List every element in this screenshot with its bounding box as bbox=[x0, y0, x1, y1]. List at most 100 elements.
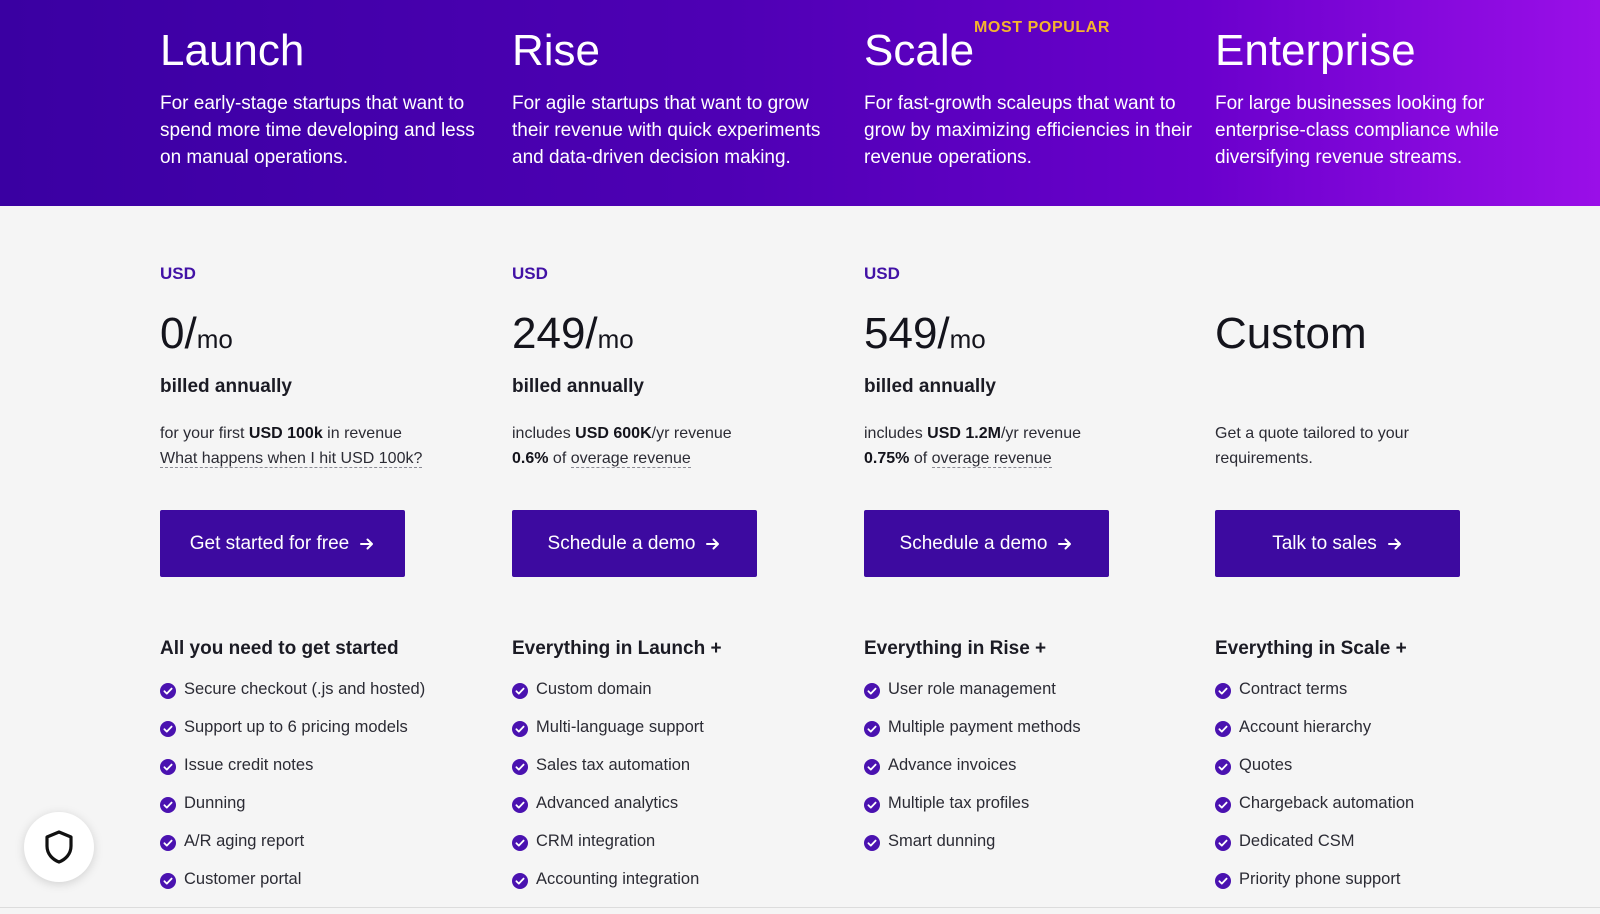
feature-list-scale: User role management Multiple payment me… bbox=[864, 680, 1081, 870]
feature-item: Advanced analytics bbox=[512, 794, 704, 832]
plan-title-scale: Scale bbox=[864, 26, 975, 75]
currency-label: USD bbox=[160, 264, 196, 283]
plan-price: 549/mo bbox=[864, 306, 986, 372]
feature-label: Priority phone support bbox=[1239, 870, 1401, 888]
plan-title-enterprise: Enterprise bbox=[1215, 26, 1416, 75]
price-amount: Custom bbox=[1215, 309, 1367, 358]
feature-label: Multi-language support bbox=[536, 718, 704, 736]
check-circle-icon bbox=[864, 721, 880, 737]
overage-rate: 0.75% bbox=[864, 450, 910, 467]
price-amount: 549/ bbox=[864, 309, 950, 358]
features-heading: All you need to get started bbox=[160, 638, 399, 659]
feature-list-enterprise: Contract terms Account hierarchy Quotes … bbox=[1215, 680, 1414, 908]
feature-item: Account hierarchy bbox=[1215, 718, 1414, 756]
plan-note: includes USD 600K/yr revenue 0.6% of ove… bbox=[512, 421, 842, 471]
plan-note: for your first USD 100k in revenue What … bbox=[160, 421, 490, 471]
check-circle-icon bbox=[864, 759, 880, 775]
price-amount: 0/ bbox=[160, 309, 197, 358]
plan-title-rise: Rise bbox=[512, 26, 601, 75]
price-amount: 249/ bbox=[512, 309, 598, 358]
button-label: Talk to sales bbox=[1272, 532, 1377, 554]
get-started-free-button[interactable]: Get started for free bbox=[160, 510, 405, 577]
feature-item: Quotes bbox=[1215, 756, 1414, 794]
talk-to-sales-button[interactable]: Talk to sales bbox=[1215, 510, 1460, 577]
arrow-right-icon bbox=[706, 538, 720, 549]
arrow-right-icon bbox=[1058, 538, 1072, 549]
plan-note: includes USD 1.2M/yr revenue 0.75% of ov… bbox=[864, 421, 1194, 471]
usd-100k-info-link[interactable]: What happens when I hit USD 100k? bbox=[160, 450, 423, 468]
feature-item: A/R aging report bbox=[160, 832, 425, 870]
check-circle-icon bbox=[864, 683, 880, 699]
check-circle-icon bbox=[160, 873, 176, 889]
feature-item: Issue credit notes bbox=[160, 756, 425, 794]
plan-title-launch: Launch bbox=[160, 26, 305, 75]
plan-note: Get a quote tailored to your requirement… bbox=[1215, 425, 1409, 467]
feature-item: Multiple payment methods bbox=[864, 718, 1081, 756]
check-circle-icon bbox=[1215, 759, 1231, 775]
check-circle-icon bbox=[1215, 721, 1231, 737]
feature-label: Quotes bbox=[1239, 756, 1293, 774]
feature-label: Custom domain bbox=[536, 680, 652, 698]
feature-item: User role management bbox=[864, 680, 1081, 718]
currency-label: USD bbox=[512, 264, 548, 283]
feature-label: Support up to 6 pricing models bbox=[184, 718, 408, 736]
note-text: /yr revenue bbox=[651, 425, 732, 442]
overage-revenue-link[interactable]: overage revenue bbox=[931, 450, 1052, 468]
shield-icon bbox=[45, 830, 73, 864]
schedule-demo-button-rise[interactable]: Schedule a demo bbox=[512, 510, 757, 577]
note-text: includes bbox=[864, 425, 928, 442]
plan-price: 249/mo bbox=[512, 306, 634, 372]
features-heading: Everything in Scale + bbox=[1215, 638, 1407, 659]
privacy-settings-button[interactable] bbox=[24, 812, 94, 882]
schedule-demo-button-scale[interactable]: Schedule a demo bbox=[864, 510, 1109, 577]
check-circle-icon bbox=[1215, 873, 1231, 889]
note-text: in revenue bbox=[322, 425, 402, 442]
arrow-right-icon bbox=[1387, 538, 1401, 549]
feature-label: Advanced analytics bbox=[536, 794, 679, 812]
check-circle-icon bbox=[864, 797, 880, 813]
check-circle-icon bbox=[512, 759, 528, 775]
check-circle-icon bbox=[160, 835, 176, 851]
feature-label: User role management bbox=[888, 680, 1056, 698]
feature-item: Multi-language support bbox=[512, 718, 704, 756]
plan-price: Custom bbox=[1215, 306, 1367, 372]
feature-label: Sales tax automation bbox=[536, 756, 691, 774]
note-highlight: USD 100k bbox=[248, 425, 323, 442]
features-heading: Everything in Rise + bbox=[864, 638, 1047, 659]
note-text: of bbox=[548, 450, 571, 467]
feature-label: Advance invoices bbox=[888, 756, 1017, 774]
feature-label: Account hierarchy bbox=[1239, 718, 1372, 736]
plans-header-band bbox=[0, 0, 1600, 206]
overage-revenue-link[interactable]: overage revenue bbox=[570, 450, 691, 468]
check-circle-icon bbox=[512, 835, 528, 851]
feature-label: Customer portal bbox=[184, 870, 302, 888]
price-period: mo bbox=[597, 324, 634, 354]
feature-item: Contract terms bbox=[1215, 680, 1414, 718]
button-label: Schedule a demo bbox=[899, 532, 1048, 554]
feature-item: Chargeback automation bbox=[1215, 794, 1414, 832]
section-divider bbox=[0, 907, 1600, 908]
note-text: of bbox=[909, 450, 932, 467]
feature-item: CRM integration bbox=[512, 832, 704, 870]
feature-item: Accounting integration bbox=[512, 870, 704, 908]
note-text: /yr revenue bbox=[1000, 425, 1081, 442]
feature-item: Customer portal bbox=[160, 870, 425, 908]
plan-description-scale: For fast-growth scaleups that want to gr… bbox=[864, 93, 1193, 168]
note-text: for your first bbox=[160, 425, 249, 442]
note-highlight: USD 600K bbox=[575, 425, 652, 442]
price-period: mo bbox=[196, 324, 233, 354]
feature-label: Secure checkout (.js and hosted) bbox=[184, 680, 426, 698]
plan-description-rise: For agile startups that want to grow the… bbox=[512, 93, 821, 168]
feature-item: Smart dunning bbox=[864, 832, 1081, 870]
most-popular-badge: MOST POPULAR bbox=[974, 19, 1111, 36]
check-circle-icon bbox=[512, 797, 528, 813]
feature-item: Sales tax automation bbox=[512, 756, 704, 794]
features-heading: Everything in Launch + bbox=[512, 638, 722, 659]
arrow-right-icon bbox=[360, 538, 374, 549]
plan-price: 0/mo bbox=[160, 306, 233, 372]
check-circle-icon bbox=[160, 721, 176, 737]
billing-cycle: billed annually bbox=[864, 376, 996, 397]
feature-label: Issue credit notes bbox=[184, 756, 314, 774]
check-circle-icon bbox=[512, 721, 528, 737]
feature-item: Support up to 6 pricing models bbox=[160, 718, 425, 756]
